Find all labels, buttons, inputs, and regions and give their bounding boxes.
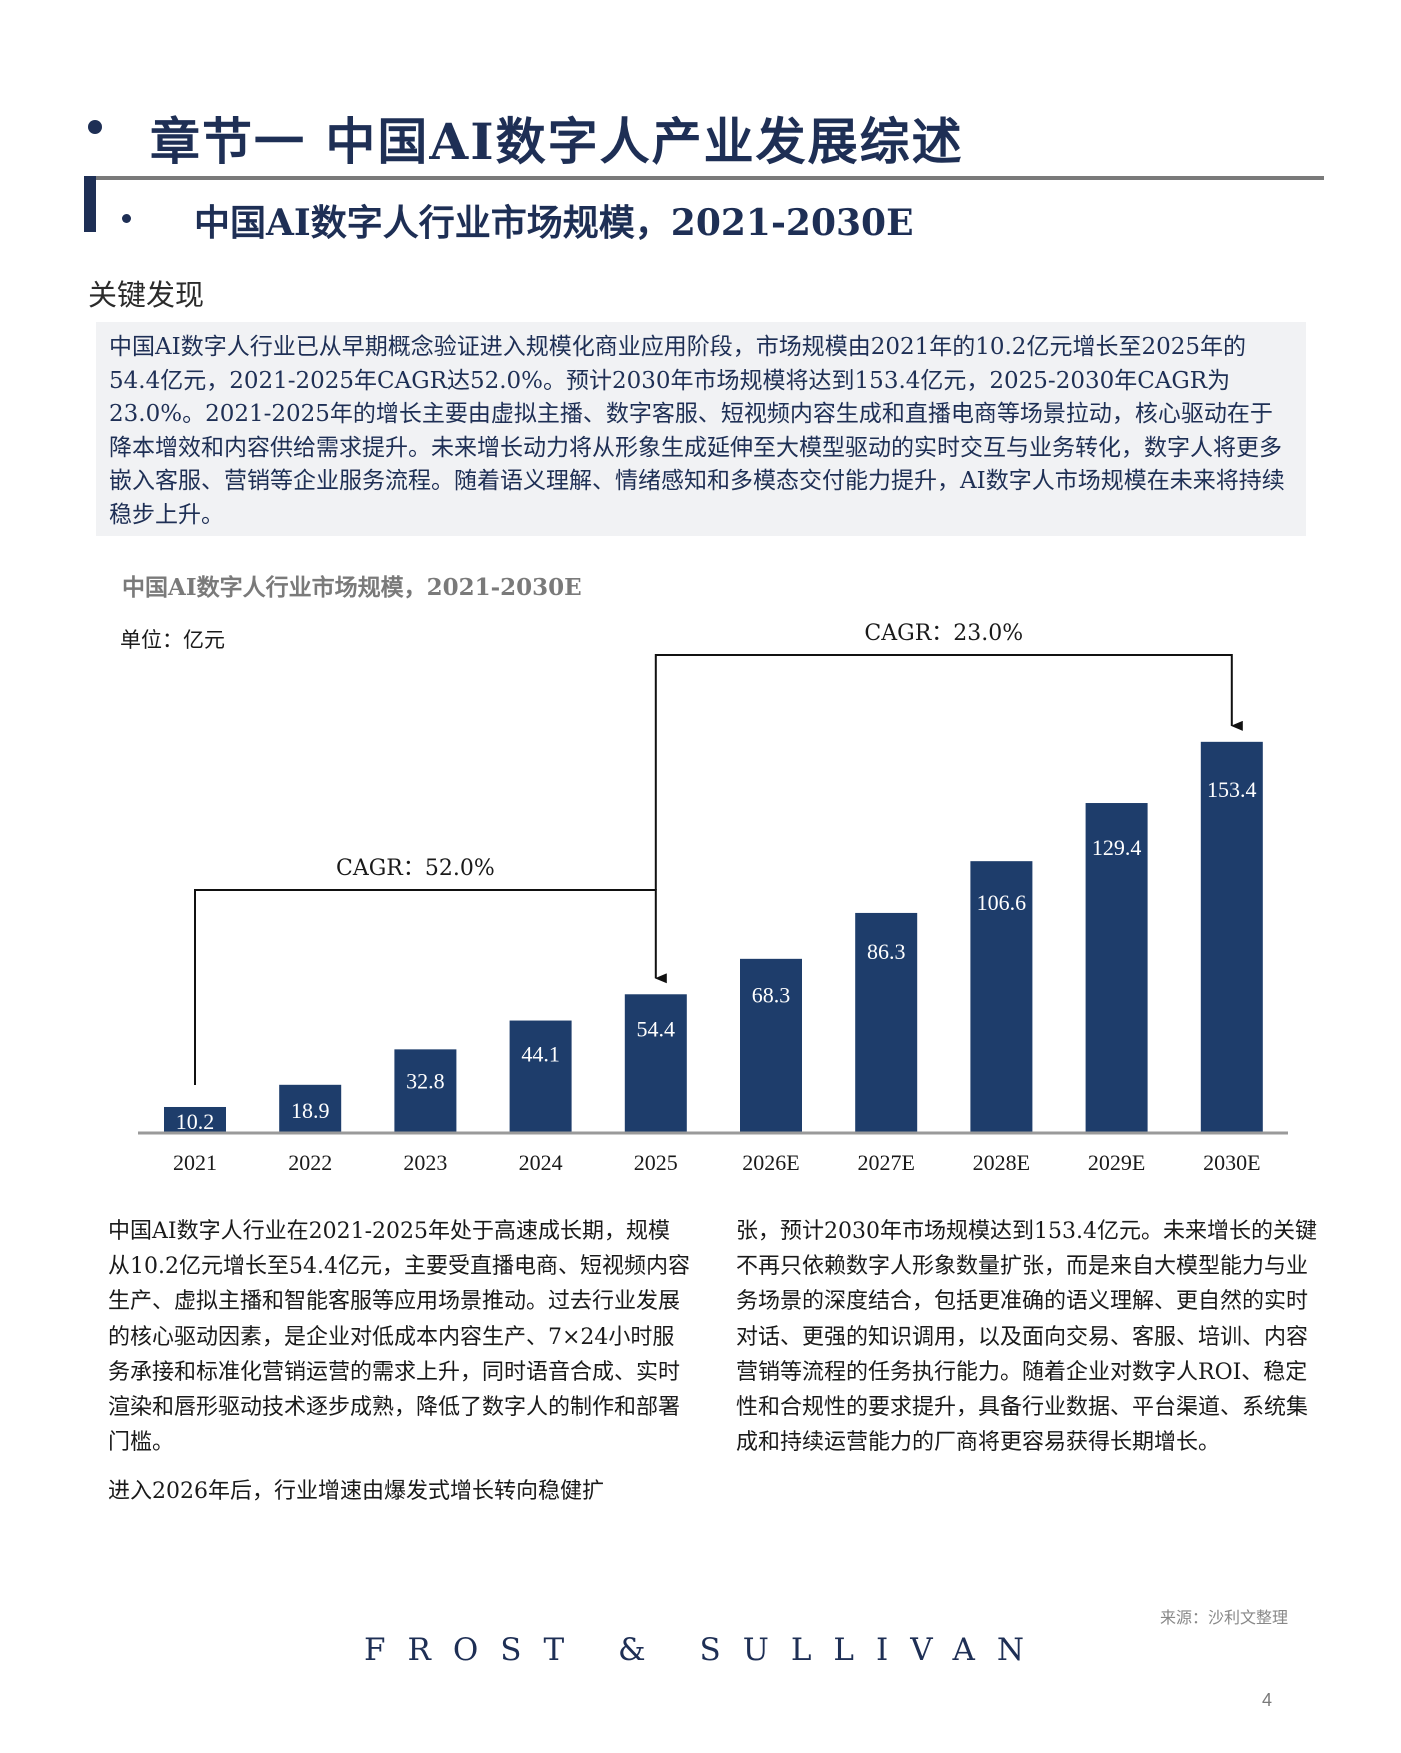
bar-2025	[624, 994, 687, 1133]
chart-title: 中国AI数字人行业市场规模，2021-2030E	[122, 574, 582, 601]
bar-value-label: 18.9	[291, 1098, 330, 1123]
body-paragraph: 进入2026年后，行业增速由爆发式增长转向稳健扩	[108, 1479, 604, 1505]
bar-value-label: 54.4	[637, 1016, 676, 1041]
bar-2022	[279, 1084, 342, 1133]
cagr-bracket	[654, 654, 1243, 890]
section-subtitle: 中国AI数字人行业市场规模，2021-2030E	[194, 202, 914, 244]
market-size-bar-chart: 10.2 2021 18.9 2022 32.8 2023 44.1 2024 54.4 2025…	[138, 621, 1288, 1175]
key-findings-text: 中国AI数字人行业已从早期概念验证进入规模化商业应用阶段，市场规模由2021年的…	[109, 334, 1285, 528]
bar-2028E	[970, 861, 1033, 1133]
bar-2023	[394, 1049, 457, 1133]
bar-value-label: 44.1	[521, 1041, 560, 1066]
bar-2024	[509, 1020, 572, 1133]
body-paragraph: 张，预计2030年市场规模达到153.4亿元。未来增长的关键不再只依赖数字人形象…	[736, 1219, 1317, 1456]
x-tick-label: 2027E	[857, 1150, 914, 1175]
bar-2030E	[1200, 741, 1263, 1133]
x-tick-label: 2030E	[1203, 1150, 1260, 1175]
bar-value-label: 86.3	[867, 939, 906, 964]
subtitle-bullet	[122, 214, 131, 223]
bar-2027E	[855, 912, 918, 1133]
body-paragraph: 中国AI数字人行业在2021-2025年处于高速成长期，规模从10.2亿元增长至…	[108, 1219, 690, 1456]
key-findings-heading: 关键发现	[88, 278, 205, 312]
x-tick-label: 2024	[519, 1150, 563, 1175]
bar-value-label: 153.4	[1207, 777, 1257, 802]
cagr-label: CAGR：23.0%	[864, 621, 1023, 646]
brand-logo: FROST & SULLIVAN	[364, 1632, 1047, 1668]
x-tick-label: 2026E	[742, 1150, 799, 1175]
bar-2029E	[1085, 803, 1148, 1133]
bar-value-label: 10.2	[176, 1109, 215, 1134]
x-tick-label: 2022	[288, 1150, 332, 1175]
cagr-bracket	[194, 889, 667, 1085]
body-left-column: 中国AI数字人行业在2021-2025年处于高速成长期，规模从10.2亿元增长至…	[108, 1214, 690, 1524]
bar-2026E	[740, 958, 802, 1133]
bar-value-label: 68.3	[752, 983, 791, 1008]
x-tick-label: 2028E	[973, 1150, 1030, 1175]
bar-value-label: 32.8	[406, 1069, 445, 1094]
x-tick-label: 2021	[173, 1150, 217, 1175]
chart-unit-label: 单位：亿元	[120, 628, 225, 652]
bar-2021	[164, 1106, 226, 1133]
key-findings-box: 中国AI数字人行业已从早期概念验证进入规模化商业应用阶段，市场规模由2021年的…	[96, 322, 1306, 536]
source-note: 来源：沙利文整理	[1160, 1608, 1289, 1627]
body-right-column: 张，预计2030年市场规模达到153.4亿元。未来增长的关键不再只依赖数字人形象…	[736, 1214, 1318, 1474]
cagr-label: CAGR：52.0%	[336, 856, 495, 881]
section-bullet	[88, 120, 102, 134]
section-divider	[84, 176, 1324, 180]
bar-value-label: 106.6	[977, 890, 1027, 915]
section-title: 章节一 中国AI数字人产业发展综述	[150, 112, 964, 171]
x-tick-label: 2025	[634, 1150, 678, 1175]
bar-value-label: 129.4	[1092, 835, 1142, 860]
x-tick-label: 2029E	[1088, 1150, 1145, 1175]
subtitle-accent-bar	[84, 176, 96, 232]
page-number: 4	[1262, 1690, 1273, 1710]
x-tick-label: 2023	[403, 1150, 447, 1175]
